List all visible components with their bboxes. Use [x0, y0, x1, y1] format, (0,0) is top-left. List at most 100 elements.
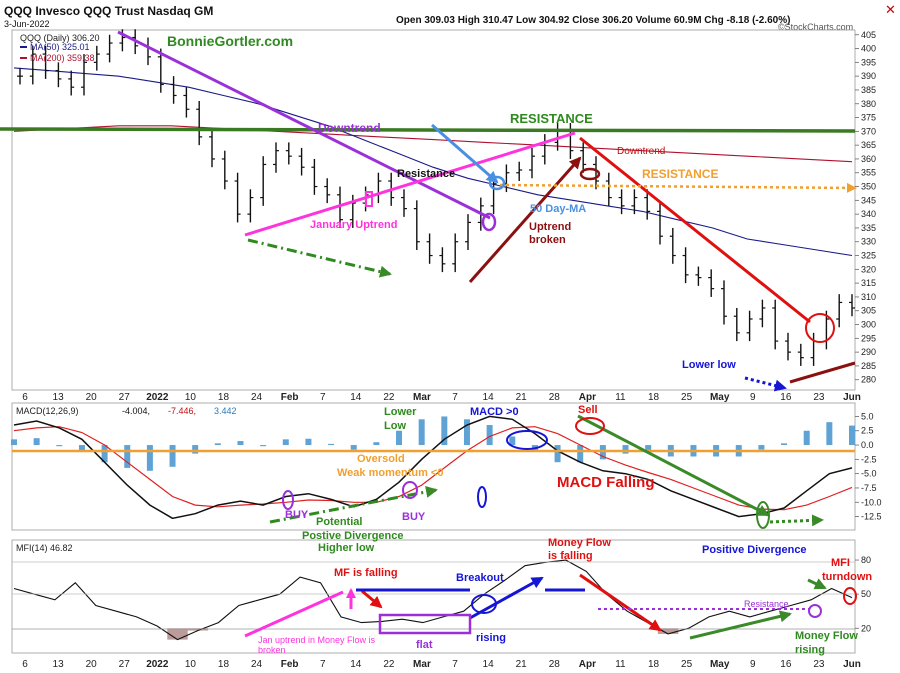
jan-uptrend-label: January Uptrend	[310, 219, 397, 231]
macd-histogram-bar	[758, 445, 765, 450]
mf-falling-arrow	[361, 589, 383, 609]
macd-histogram-bar	[486, 425, 493, 446]
uptrend-broken-label-1: Uptrend	[529, 221, 571, 233]
mfi-x-tick-label: 18	[218, 659, 230, 670]
price-x-tick-label: Jun	[843, 392, 861, 403]
macd-histogram-bar	[33, 438, 40, 446]
rising-label: rising	[476, 632, 506, 644]
ma-blue-arrow	[431, 123, 499, 184]
downtrend-purple-line	[117, 30, 491, 220]
macd-histogram-bar	[781, 443, 788, 446]
macd-y-tick-label: -2.5	[861, 454, 877, 464]
legend-ma200: MA(200) 359.38	[30, 53, 95, 63]
potential-label: Potential	[316, 516, 362, 528]
macd-histogram-bar	[78, 445, 85, 452]
price-y-tick-label: 370	[861, 126, 876, 136]
downtrend-red-line	[579, 136, 811, 324]
macd-histogram-bar	[463, 419, 470, 446]
macd-falling-arrow	[577, 414, 770, 517]
mf-rising-arrow	[689, 610, 792, 640]
macd-line	[13, 415, 853, 520]
ma50-series	[13, 67, 853, 257]
macd-divergence-arrow	[269, 486, 438, 524]
macd-legend-v1: -4.004,	[122, 406, 150, 416]
mfi-line	[13, 559, 853, 641]
mf-is-falling-arrow	[579, 573, 662, 632]
ma50-label: 50 Day-MA	[530, 203, 586, 215]
macd-histogram-bar	[577, 445, 584, 463]
price-x-tick-label: 21	[516, 392, 528, 403]
stockcharts-watermark: ©StockCharts.com	[778, 22, 854, 32]
mfi-x-tick-label: 23	[813, 659, 825, 670]
macd-y-tick-label: 2.5	[861, 426, 874, 436]
price-y-tick-label: 340	[861, 209, 876, 219]
macd-histogram-bar	[396, 430, 403, 446]
price-x-tick-label: 11	[615, 392, 626, 403]
mf-falling-label: MF is falling	[334, 567, 398, 579]
resistance-small-label: Resistance	[397, 168, 455, 180]
price-y-tick-label: 290	[861, 347, 876, 357]
price-y-tick-label: 405	[861, 30, 876, 40]
macd-histogram-bar	[849, 425, 855, 446]
mfi-oversold-fill	[167, 628, 188, 640]
price-series	[17, 29, 855, 366]
macd-histogram-bar	[305, 438, 312, 446]
lower-low-support-line	[789, 361, 856, 384]
pos-div-label-1: Postive Divergence	[302, 530, 404, 542]
price-y-tick-label: 285	[861, 361, 876, 371]
mfi-y-tick-label: 20	[861, 623, 871, 633]
macd-histogram-bar	[56, 445, 63, 447]
mfi-x-tick-label: 13	[53, 659, 65, 670]
macd-cross-circle	[506, 430, 548, 450]
price-x-tick-label: 7	[320, 392, 326, 403]
pos-div-label-2: Higher low	[318, 542, 375, 554]
mfi-jan-uptrend-label-1: Jan uptrend in Money Flow is	[258, 635, 376, 645]
price-y-tick-label: 350	[861, 182, 876, 192]
brand-label: BonnieGortler.com	[167, 33, 293, 49]
price-panel-frame	[11, 29, 856, 391]
mfi-x-tick-label: 20	[86, 659, 98, 670]
money-flow-falling-label-1: Money Flow	[548, 537, 611, 549]
price-x-tick-label: 13	[53, 392, 65, 403]
mfi-x-axis: 6 13 20 27 2022 10 18 24 Feb 7 14 22 Mar 7 14 21 28 Apr 11…	[22, 659, 861, 670]
macd-histogram-bar	[328, 443, 335, 446]
price-x-tick-label: 14	[483, 392, 495, 403]
mfi-x-tick-label: 2022	[146, 659, 169, 670]
price-y-tick-label: 330	[861, 237, 876, 247]
price-x-tick-label: Feb	[281, 392, 299, 403]
macd-histogram-bar	[124, 445, 131, 468]
mfi-x-tick-label: 24	[251, 659, 263, 670]
macd-y-axis: 5.0 2.5 0.0 -2.5 -5.0 -7.5 -10.0 -12.5	[855, 411, 882, 522]
macd-signal-line	[13, 426, 853, 511]
price-x-tick-label: Mar	[413, 392, 431, 403]
macd-legend-v2: -7.446,	[168, 406, 196, 416]
close-icon[interactable]: ✕	[885, 2, 896, 17]
price-x-axis: 6 13 20 27 2022 10 18 24 Feb 7 14 22 Mar 7 14 21 28 Apr 11…	[22, 392, 861, 403]
macd-histogram-bar	[826, 422, 833, 446]
lower-low-label-2: Low	[384, 420, 406, 432]
macd-histogram-bar	[622, 445, 629, 454]
ma50-line	[13, 67, 853, 257]
mfi-x-tick-label: 10	[185, 659, 197, 670]
macd-y-tick-label: 0.0	[861, 440, 874, 450]
mfi-x-tick-label: May	[710, 659, 730, 670]
breakout-label: Breakout	[456, 572, 504, 584]
price-y-tick-label: 375	[861, 113, 876, 123]
macd-histogram-bar	[146, 445, 153, 471]
macd-histogram-bar	[645, 445, 652, 452]
price-y-tick-label: 400	[861, 44, 876, 54]
ohlc-readout: Open 309.03 High 310.47 Low 304.92 Close…	[396, 15, 791, 26]
macd-legend-label: MACD(12,26,9)	[16, 406, 79, 416]
macd-y-tick-label: -10.0	[861, 497, 882, 507]
mfi-legend-label: MFI(14) 46.82	[16, 543, 73, 553]
macd-falling-label: MACD Falling	[557, 474, 655, 491]
mfi-x-tick-label: 25	[681, 659, 693, 670]
mfi-x-tick-label: 14	[483, 659, 495, 670]
price-y-tick-label: 280	[861, 375, 876, 385]
mfi-rising-circle	[471, 594, 497, 614]
mfi-x-tick-label: 6	[22, 659, 28, 670]
mfi-x-tick-label: Jun	[843, 659, 861, 670]
mfi-purple-circle	[808, 604, 822, 618]
price-y-tick-label: 300	[861, 320, 876, 330]
macd-histogram-bar	[554, 445, 561, 463]
